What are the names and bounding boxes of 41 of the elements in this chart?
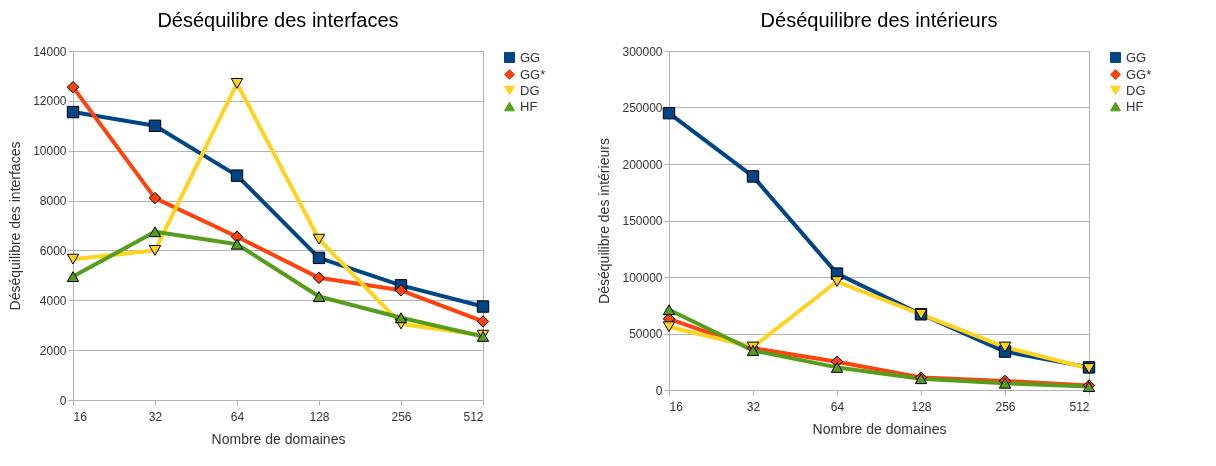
legend-label: DG: [1126, 82, 1146, 98]
x-tick-label: 128: [911, 399, 932, 414]
y-axis-title: Déséquilibre des intérieurs: [596, 138, 613, 304]
y-tick-label: 4000: [39, 293, 67, 308]
x-tick-label: 64: [230, 409, 245, 424]
legend-label: GG: [520, 49, 541, 65]
y-tick-label: 250000: [622, 101, 663, 115]
y-tick-label: 150000: [622, 214, 663, 228]
y-tick-label: 300000: [622, 44, 663, 59]
y-tick-label: 50000: [629, 327, 663, 341]
y-tick-label: 200000: [622, 157, 663, 172]
y-tick-label: 14000: [33, 44, 67, 59]
y-tick-label: 2000: [39, 343, 67, 358]
y-tick-label: 100000: [622, 270, 663, 285]
y-tick-label: 12000: [33, 94, 67, 109]
y-tick-label: 10000: [33, 144, 67, 159]
legend-label: HF: [520, 98, 538, 114]
legend-label: GG*: [1126, 66, 1152, 82]
x-tick-label: 16: [669, 399, 684, 414]
x-axis-title: Nombre de domaines: [211, 430, 346, 447]
y-tick-label: 8000: [39, 194, 67, 209]
x-tick-label: 256: [391, 409, 412, 424]
chart-title: Déséquilibre des interfaces: [157, 9, 399, 31]
y-axis-title: Déséquilibre des interfaces: [7, 141, 24, 311]
legend-label: GG*: [520, 66, 546, 82]
x-axis-title: Nombre de domaines: [812, 420, 947, 437]
x-tick-label: 32: [746, 399, 761, 414]
chart-title: Déséquilibre des intérieurs: [760, 9, 998, 31]
legend-label: HF: [1126, 98, 1144, 114]
x-tick-label: 16: [73, 409, 88, 424]
x-tick-label: 256: [995, 399, 1016, 414]
legend-label: DG: [520, 82, 540, 98]
x-tick-label: 32: [148, 409, 163, 424]
legend-label: GG: [1126, 49, 1147, 65]
y-tick-label: 0: [655, 383, 663, 398]
x-tick-label: 128: [309, 409, 330, 424]
x-tick-label: 512: [463, 409, 484, 424]
x-tick-label: 64: [830, 399, 845, 414]
y-tick-label: 0: [59, 393, 67, 408]
x-tick-label: 512: [1069, 399, 1090, 414]
y-tick-label: 6000: [39, 243, 67, 258]
